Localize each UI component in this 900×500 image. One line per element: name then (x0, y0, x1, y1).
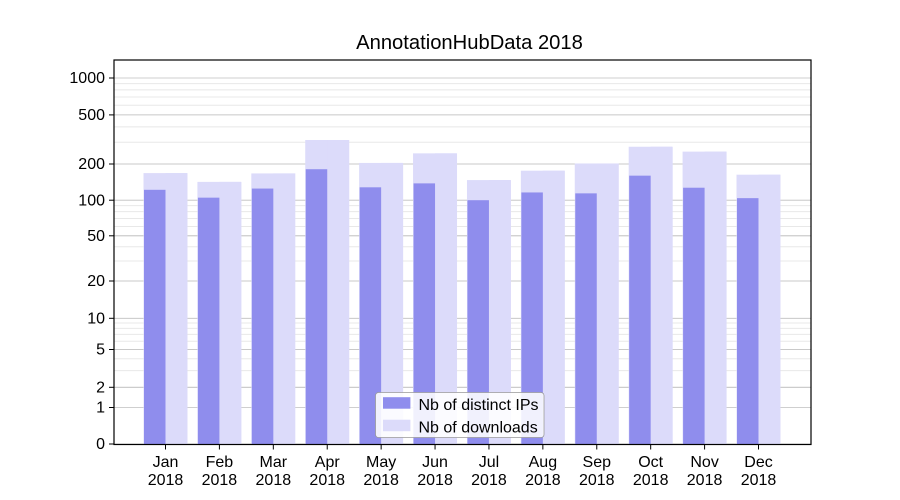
svg-text:1: 1 (96, 400, 105, 417)
svg-text:2018: 2018 (363, 472, 399, 489)
svg-text:Mar: Mar (260, 454, 288, 471)
svg-text:Oct: Oct (638, 454, 663, 471)
svg-text:2018: 2018 (741, 472, 777, 489)
svg-text:100: 100 (78, 192, 105, 209)
svg-text:Jan: Jan (153, 454, 179, 471)
svg-text:Jul: Jul (479, 454, 499, 471)
svg-text:Feb: Feb (206, 454, 234, 471)
svg-text:May: May (366, 454, 396, 471)
svg-text:2018: 2018 (256, 472, 292, 489)
svg-text:Nov: Nov (690, 454, 718, 471)
svg-text:500: 500 (78, 107, 105, 124)
svg-text:2018: 2018 (633, 472, 669, 489)
svg-text:0: 0 (96, 436, 105, 453)
svg-text:Apr: Apr (315, 454, 341, 471)
svg-text:AnnotationHubData 2018: AnnotationHubData 2018 (356, 32, 583, 54)
svg-text:1000: 1000 (69, 70, 105, 87)
svg-text:200: 200 (78, 156, 105, 173)
svg-text:Aug: Aug (529, 454, 557, 471)
svg-text:2018: 2018 (202, 472, 238, 489)
svg-text:Jun: Jun (422, 454, 448, 471)
svg-text:Sep: Sep (583, 454, 612, 471)
svg-text:5: 5 (96, 342, 105, 359)
svg-text:Nb of distinct IPs: Nb of distinct IPs (419, 397, 539, 414)
svg-text:2018: 2018 (148, 472, 184, 489)
svg-text:10: 10 (87, 311, 105, 328)
svg-text:2018: 2018 (309, 472, 345, 489)
svg-text:2: 2 (96, 380, 105, 397)
svg-text:Dec: Dec (744, 454, 772, 471)
svg-text:20: 20 (87, 273, 105, 290)
svg-text:50: 50 (87, 228, 105, 245)
svg-text:2018: 2018 (687, 472, 723, 489)
svg-text:Nb of downloads: Nb of downloads (419, 420, 538, 437)
svg-text:2018: 2018 (471, 472, 507, 489)
svg-text:2018: 2018 (417, 472, 453, 489)
svg-text:2018: 2018 (525, 472, 561, 489)
svg-text:2018: 2018 (579, 472, 615, 489)
